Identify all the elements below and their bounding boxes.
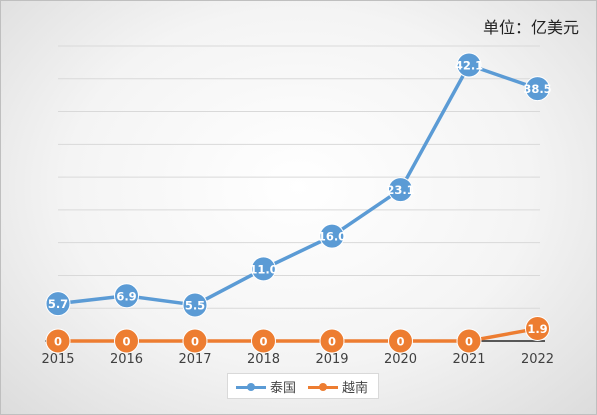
data-point (114, 283, 139, 309)
data-point (45, 328, 71, 354)
data-label: 0 (396, 335, 404, 349)
data-label: 11.0 (249, 262, 277, 276)
data-label: 0 (259, 335, 267, 349)
data-point (182, 328, 208, 354)
data-point (45, 291, 71, 317)
data-label: 5.5 (185, 298, 205, 312)
legend-item-series-2: 越南 (308, 377, 368, 396)
x-tick-label: 2018 (247, 352, 280, 367)
x-tick-label: 2017 (178, 352, 211, 367)
data-label: 6.9 (116, 289, 136, 303)
x-tick-label: 2015 (41, 352, 74, 367)
legend-item-series-1: 泰国 (236, 377, 296, 396)
data-point (251, 256, 276, 282)
legend-label-series-1: 泰国 (270, 381, 297, 396)
data-point (114, 328, 139, 354)
x-tick-label: 2019 (315, 352, 348, 367)
data-point (525, 76, 550, 102)
data-label: 38.5 (523, 82, 551, 96)
data-point (525, 316, 550, 342)
legend-swatch-series-1 (236, 381, 266, 393)
data-label: 16.0 (318, 230, 346, 244)
data-point (182, 292, 208, 318)
data-point (388, 177, 413, 203)
series-line-1 (56, 63, 540, 307)
data-point (388, 328, 413, 354)
data-point (251, 328, 276, 354)
legend-swatch-series-2 (308, 381, 338, 393)
data-point (456, 328, 482, 354)
x-tick-label: 2021 (452, 352, 485, 367)
data-point (319, 223, 345, 249)
data-label: 0 (191, 335, 199, 349)
data-label: 0 (122, 335, 130, 349)
data-label: 0 (328, 335, 336, 349)
data-label: 1.9 (527, 322, 547, 336)
data-label: 42.1 (455, 59, 483, 73)
x-tick-label: 2022 (521, 352, 554, 367)
legend: 泰国 越南 (227, 373, 379, 399)
unit-label: 单位：亿美元 (482, 18, 579, 37)
x-tick-label: 2016 (110, 352, 143, 367)
x-tick-label: 2020 (384, 352, 417, 367)
legend-label-series-2: 越南 (342, 381, 369, 396)
data-point (456, 52, 482, 78)
data-label: 23.1 (386, 183, 414, 197)
data-point (319, 328, 345, 354)
data-label: 0 (465, 335, 473, 349)
data-label: 0 (54, 335, 62, 349)
data-label: 5.7 (48, 297, 68, 311)
